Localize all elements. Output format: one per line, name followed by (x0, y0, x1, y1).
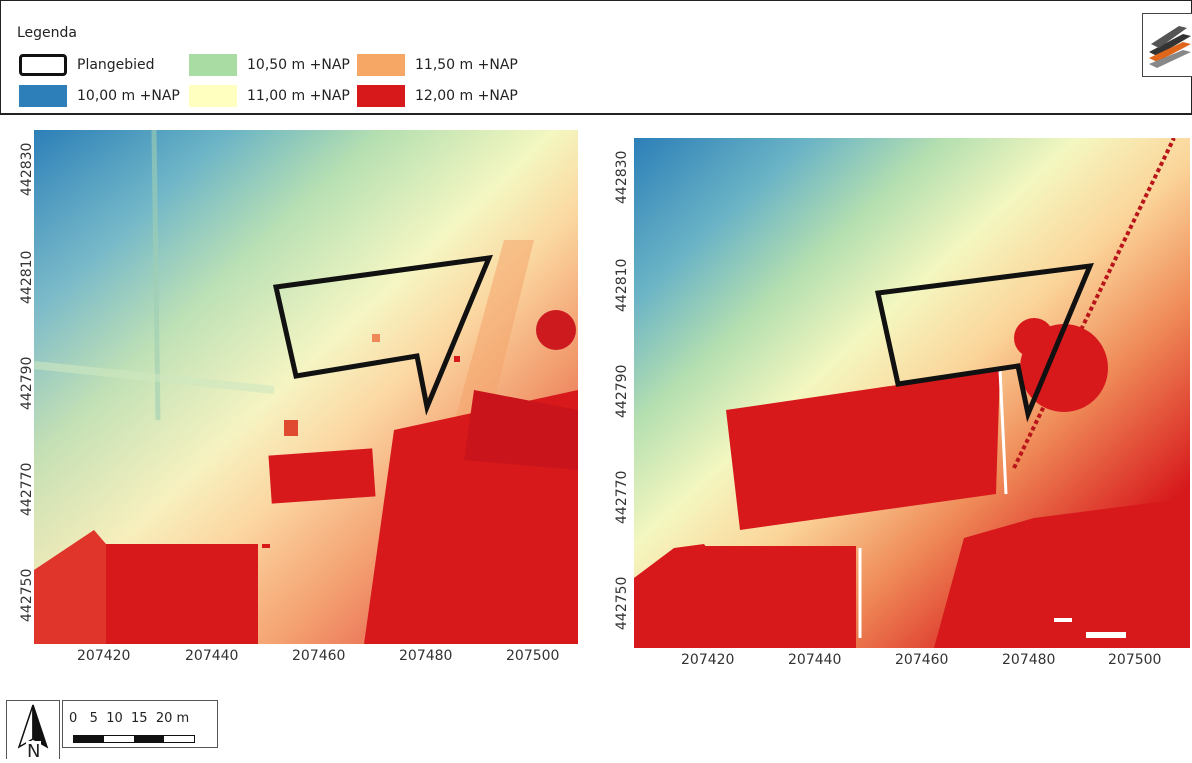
legend-item-12-00: 12,00 m +NAP (357, 85, 518, 107)
scale-bar: 0 5 10 15 20 m (62, 700, 218, 748)
legend-swatch-11-00 (189, 85, 237, 107)
right-x-tick: 207460 (895, 652, 949, 668)
plangebied-polygon (272, 254, 493, 416)
right-y-tick: 442830 (614, 150, 630, 204)
scale-labels: 0 5 10 15 20 m (69, 711, 190, 726)
legend-item-10-50: 10,50 m +NAP (189, 54, 350, 76)
right-x-tick: 207500 (1108, 652, 1162, 668)
left-y-tick: 442830 (19, 142, 35, 196)
legend-item-11-50: 11,50 m +NAP (357, 54, 518, 76)
company-logo-icon (1142, 13, 1192, 77)
legend-item-10-00: 10,00 m +NAP (19, 85, 180, 107)
left-y-tick: 442810 (19, 250, 35, 304)
left-x-tick: 207500 (506, 648, 560, 664)
right-y-tick: 442790 (614, 364, 630, 418)
legend-swatch-11-50 (357, 54, 405, 76)
legend-swatch-10-50 (189, 54, 237, 76)
legend-label: 11,50 m +NAP (415, 57, 518, 73)
left-x-tick: 207480 (399, 648, 453, 664)
north-arrow: N (6, 700, 60, 762)
left-x-tick: 207420 (77, 648, 131, 664)
legend-swatch-plangebied (19, 54, 67, 76)
legend-label: 10,00 m +NAP (77, 88, 180, 104)
plangebied-polygon (874, 262, 1094, 423)
left-elevation-map (34, 130, 578, 644)
left-y-tick: 442770 (19, 462, 35, 516)
legend-label: 12,00 m +NAP (415, 88, 518, 104)
right-elevation-map (634, 138, 1190, 648)
legend-label: 11,00 m +NAP (247, 88, 350, 104)
right-y-tick: 442750 (614, 576, 630, 630)
left-x-tick: 207440 (185, 648, 239, 664)
legend-title: Legenda (17, 25, 78, 41)
legend-label: 10,50 m +NAP (247, 57, 350, 73)
left-x-tick: 207460 (292, 648, 346, 664)
right-x-tick: 207440 (788, 652, 842, 668)
right-y-tick: 442810 (614, 258, 630, 312)
legend-panel: Legenda Plangebied 10,50 m +NAP 11,50 m … (0, 0, 1192, 115)
right-y-tick: 442770 (614, 470, 630, 524)
legend-item-plangebied: Plangebied (19, 54, 155, 76)
left-y-tick: 442790 (19, 356, 35, 410)
legend-swatch-10-00 (19, 85, 67, 107)
legend-swatch-12-00 (357, 85, 405, 107)
left-y-tick: 442750 (19, 568, 35, 622)
right-x-tick: 207420 (681, 652, 735, 668)
north-label: N (26, 741, 42, 762)
scale-bar-graphic (73, 735, 195, 743)
right-x-tick: 207480 (1002, 652, 1056, 668)
legend-label: Plangebied (77, 57, 155, 73)
legend-item-11-00: 11,00 m +NAP (189, 85, 350, 107)
